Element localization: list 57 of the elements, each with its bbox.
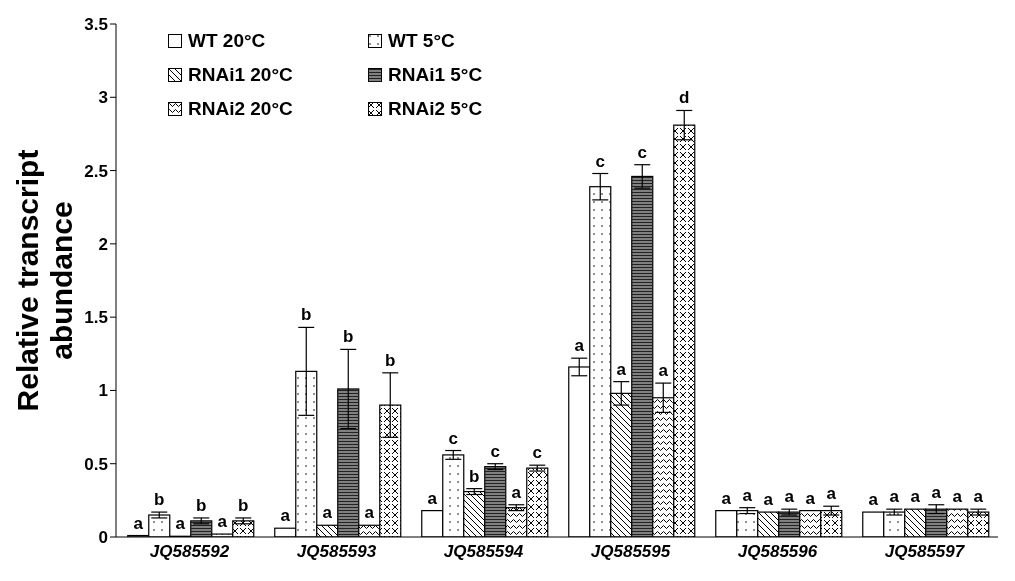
x-tick-label: JQ585593: [296, 542, 377, 562]
y-tick-label: 2: [98, 234, 108, 254]
x-tick-label: JQ585596: [737, 542, 818, 562]
y-tick-label: 3: [98, 88, 108, 108]
y-tick-label: 3.5: [84, 15, 108, 35]
data-label: a: [511, 482, 522, 502]
x-tick-label: JQ585597: [884, 542, 966, 562]
data-label: c: [490, 441, 500, 461]
y-tick-label: 1: [98, 381, 108, 401]
data-label: a: [826, 484, 837, 504]
data-label: c: [595, 151, 605, 171]
y-tick-label: 1.5: [84, 308, 108, 328]
x-tick-label: JQ585595: [590, 542, 671, 562]
x-tick-label: JQ585594: [443, 542, 524, 562]
data-label: a: [322, 503, 333, 523]
data-label: b: [154, 490, 165, 510]
data-label: a: [931, 482, 942, 502]
data-label: a: [364, 503, 375, 523]
legend-label: WT 5°C: [388, 30, 455, 52]
legend-label: RNAi1 5°C: [388, 64, 483, 86]
data-label: a: [889, 487, 900, 507]
data-label: a: [784, 487, 795, 507]
data-label: b: [385, 350, 396, 370]
data-label: a: [427, 488, 438, 508]
data-label: d: [679, 88, 690, 108]
data-label: b: [469, 466, 480, 486]
data-label: a: [910, 487, 921, 507]
data-label: a: [805, 488, 816, 508]
legend-label: RNAi2 20°C: [188, 98, 293, 120]
y-tick-label: 0.5: [84, 454, 108, 474]
data-label: a: [217, 512, 228, 532]
data-label: a: [763, 490, 774, 510]
data-label: c: [448, 428, 458, 448]
data-label: a: [616, 359, 627, 379]
y-axis-title: Relative transcript abundance: [11, 149, 78, 412]
data-label: b: [301, 305, 312, 325]
data-label: a: [721, 488, 732, 508]
data-label: a: [973, 487, 984, 507]
y-tick-label: 0: [98, 528, 108, 548]
data-label: b: [196, 495, 207, 515]
data-label: b: [343, 327, 354, 347]
data-label: a: [952, 487, 963, 507]
data-label: c: [532, 443, 542, 463]
data-label: c: [637, 142, 647, 162]
data-label: a: [133, 513, 144, 533]
data-label: a: [574, 336, 585, 356]
data-label: a: [175, 514, 186, 534]
legend-label: WT 20°C: [188, 30, 266, 52]
legend-label: RNAi1 20°C: [188, 64, 293, 86]
data-label: a: [658, 361, 669, 381]
data-label: a: [868, 490, 879, 510]
x-tick-label: JQ585592: [149, 542, 230, 562]
data-label: a: [742, 485, 753, 505]
data-label: b: [238, 495, 249, 515]
data-label: a: [280, 506, 291, 526]
legend-label: RNAi2 5°C: [388, 98, 483, 120]
y-tick-label: 2.5: [84, 161, 108, 181]
